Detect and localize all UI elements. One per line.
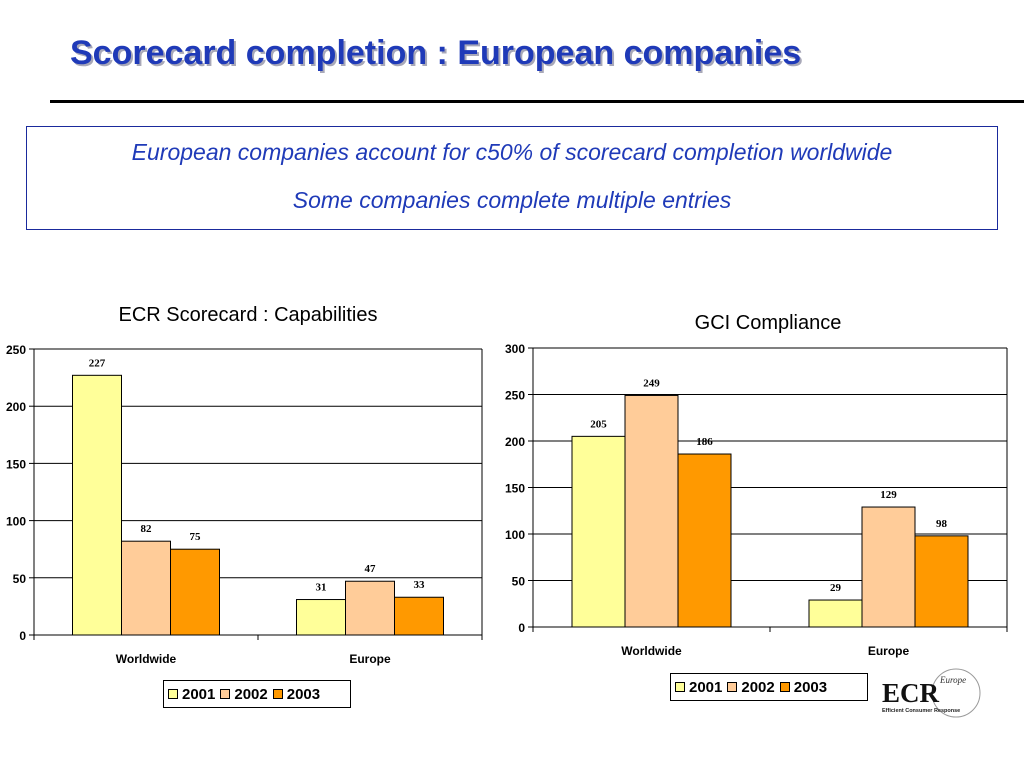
legend-item: 2001	[168, 686, 215, 703]
logo-ring	[931, 668, 981, 718]
legend-swatch	[168, 689, 178, 699]
logo-tagline: Efficient Consumer Response	[882, 708, 960, 714]
legend-swatch	[675, 682, 685, 692]
y-tick-label: 150	[6, 457, 26, 471]
y-tick-label: 200	[6, 400, 26, 414]
data-label: 98	[936, 518, 948, 530]
y-tick-label: 250	[505, 389, 525, 403]
data-label: 47	[365, 563, 377, 575]
legend-item: 2002	[727, 678, 775, 696]
y-tick-label: 100	[6, 515, 26, 529]
legend-label: 2001	[689, 678, 723, 696]
data-label: 227	[89, 357, 106, 369]
bar	[72, 374, 122, 636]
x-tick-label: Worldwide	[621, 644, 682, 658]
bar	[861, 506, 916, 628]
logo-wordmark: ECR	[882, 678, 940, 708]
y-tick-label: 150	[505, 482, 525, 496]
data-label: 186	[696, 436, 713, 448]
summary-line: Some companies complete multiple entries	[292, 187, 732, 213]
gci-legend: 2001 2002 2003	[670, 673, 868, 701]
capabilities-legend: 2001 2002 2003	[163, 680, 351, 708]
data-label: 249	[643, 377, 660, 389]
x-tick-label: Europe	[868, 644, 910, 658]
legend-label: 2003	[793, 678, 828, 696]
legend-swatch	[272, 689, 283, 699]
legend-item: 2003	[779, 678, 828, 696]
data-label: 31	[316, 582, 327, 594]
y-tick-label: 50	[512, 575, 526, 589]
summary-box: European companies account for c50% of s…	[26, 126, 998, 230]
bar	[571, 435, 626, 628]
data-label: 75	[190, 531, 202, 543]
y-tick-label: 100	[505, 528, 525, 542]
data-label: 82	[141, 523, 153, 535]
y-tick-label: 250	[6, 343, 26, 357]
legend-item: 2001	[675, 679, 722, 696]
legend-label: 2003	[286, 685, 321, 703]
ecr-europe-logo: ECR Europe Efficient Consumer Response	[882, 668, 981, 718]
y-tick-label: 300	[505, 342, 525, 356]
page-title: Scorecard completion : European companie…	[70, 34, 802, 72]
x-tick-label: Worldwide	[116, 652, 177, 666]
summary-line: European companies account for c50% of s…	[131, 139, 893, 165]
x-tick-label: Europe	[349, 652, 391, 666]
logo-region: Europe	[939, 675, 966, 685]
legend-item: 2003	[272, 685, 321, 703]
y-tick-label: 200	[505, 435, 525, 449]
legend-label: 2001	[182, 685, 216, 703]
legend-swatch	[779, 682, 790, 692]
chart-title: ECR Scorecard : Capabilities	[119, 304, 378, 326]
bar	[914, 535, 969, 628]
data-label: 129	[880, 489, 897, 501]
bar	[170, 548, 220, 636]
legend-swatch	[220, 689, 231, 699]
legend-label: 2002	[234, 685, 268, 703]
data-label: 33	[414, 579, 426, 591]
y-tick-label: 0	[19, 629, 26, 643]
data-label: 29	[830, 582, 842, 594]
bar	[624, 394, 679, 628]
chart-title: GCI Compliance	[695, 312, 842, 334]
bar	[121, 540, 171, 636]
legend-swatch	[727, 682, 738, 692]
data-label: 205	[590, 418, 607, 430]
legend-item: 2002	[220, 685, 268, 703]
bar	[677, 453, 732, 628]
bar	[394, 596, 444, 636]
title-divider	[50, 100, 1024, 103]
legend-label: 2002	[741, 678, 775, 696]
bar	[808, 599, 863, 628]
y-tick-label: 50	[13, 572, 27, 586]
y-tick-label: 0	[518, 621, 525, 635]
